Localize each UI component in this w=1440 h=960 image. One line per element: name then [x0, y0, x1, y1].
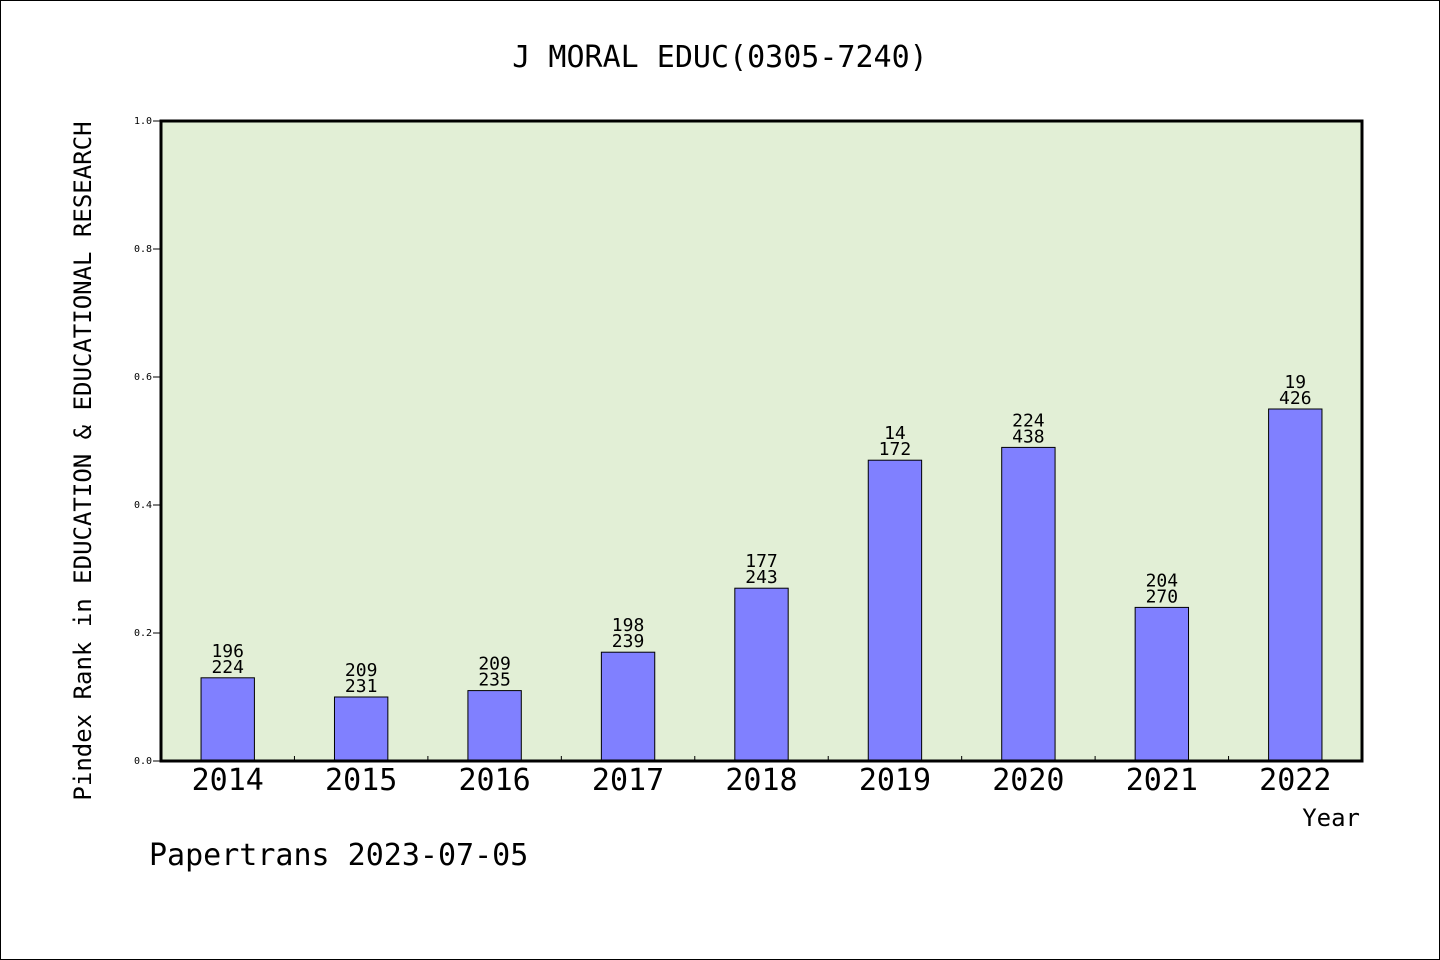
bar-rank-label: 19	[1284, 372, 1306, 393]
bar-rank-label: 177	[745, 551, 778, 572]
x-tick-label: 2021	[1126, 763, 1198, 798]
bar-rank-label: 14	[884, 423, 906, 444]
bar	[1001, 446, 1056, 762]
bar-total-label: 426	[1279, 388, 1312, 409]
bar	[1268, 408, 1323, 762]
x-tick-label: 2014	[192, 763, 264, 798]
bar-total-label: 235	[478, 670, 511, 691]
plot-border	[159, 119, 1364, 763]
bar	[734, 587, 789, 762]
footer-text: Papertrans 2023-07-05	[149, 838, 528, 873]
bar-total-label: 224	[211, 657, 244, 678]
bar-total-label: 239	[612, 631, 645, 652]
x-tick-label: 2015	[325, 763, 397, 798]
bar-rank-label: 209	[345, 660, 378, 681]
x-tick-label: 2020	[992, 763, 1064, 798]
x-tick-label: 2022	[1259, 763, 1331, 798]
bar-total-label: 438	[1012, 426, 1045, 447]
y-axis-label: Pindex Rank in EDUCATION & EDUCATIONAL R…	[69, 121, 97, 800]
x-tick-label: 2017	[592, 763, 664, 798]
x-axis: 2014 2015 2016 2017 2018 2019 2020 2021 2022	[192, 756, 1331, 798]
bar	[867, 459, 923, 762]
bar-rank-label: 198	[612, 615, 645, 636]
bar-rank-label: 209	[478, 654, 511, 675]
bar	[600, 651, 656, 762]
bar-total-label: 172	[879, 439, 912, 460]
y-tick-label: 1.0	[134, 116, 152, 127]
y-tick-label: 0.6	[134, 372, 152, 383]
y-axis: 0.0 0.2 0.4 0.6 0.8 1.0	[134, 116, 161, 767]
bar-rank-label: 196	[211, 641, 244, 662]
bar-rank-label: 204	[1146, 570, 1179, 591]
y-tick-label: 0.0	[134, 756, 152, 767]
bar-total-label: 231	[345, 676, 378, 697]
x-tick-label: 2019	[859, 763, 931, 798]
chart-title: J MORAL EDUC(0305-7240)	[512, 40, 927, 75]
bar	[200, 677, 255, 762]
bar-rank-label: 224	[1012, 410, 1045, 431]
bar	[333, 696, 389, 762]
bar	[1134, 606, 1190, 762]
x-axis-label: Year	[1302, 804, 1360, 832]
y-tick-label: 0.2	[134, 628, 152, 639]
x-tick-label: 2018	[725, 763, 797, 798]
bar-total-label: 243	[745, 567, 778, 588]
bar	[467, 690, 522, 762]
x-tick-label: 2016	[458, 763, 530, 798]
y-tick-label: 0.4	[134, 500, 152, 511]
y-tick-label: 0.8	[134, 244, 152, 255]
bar-total-label: 270	[1146, 586, 1179, 607]
